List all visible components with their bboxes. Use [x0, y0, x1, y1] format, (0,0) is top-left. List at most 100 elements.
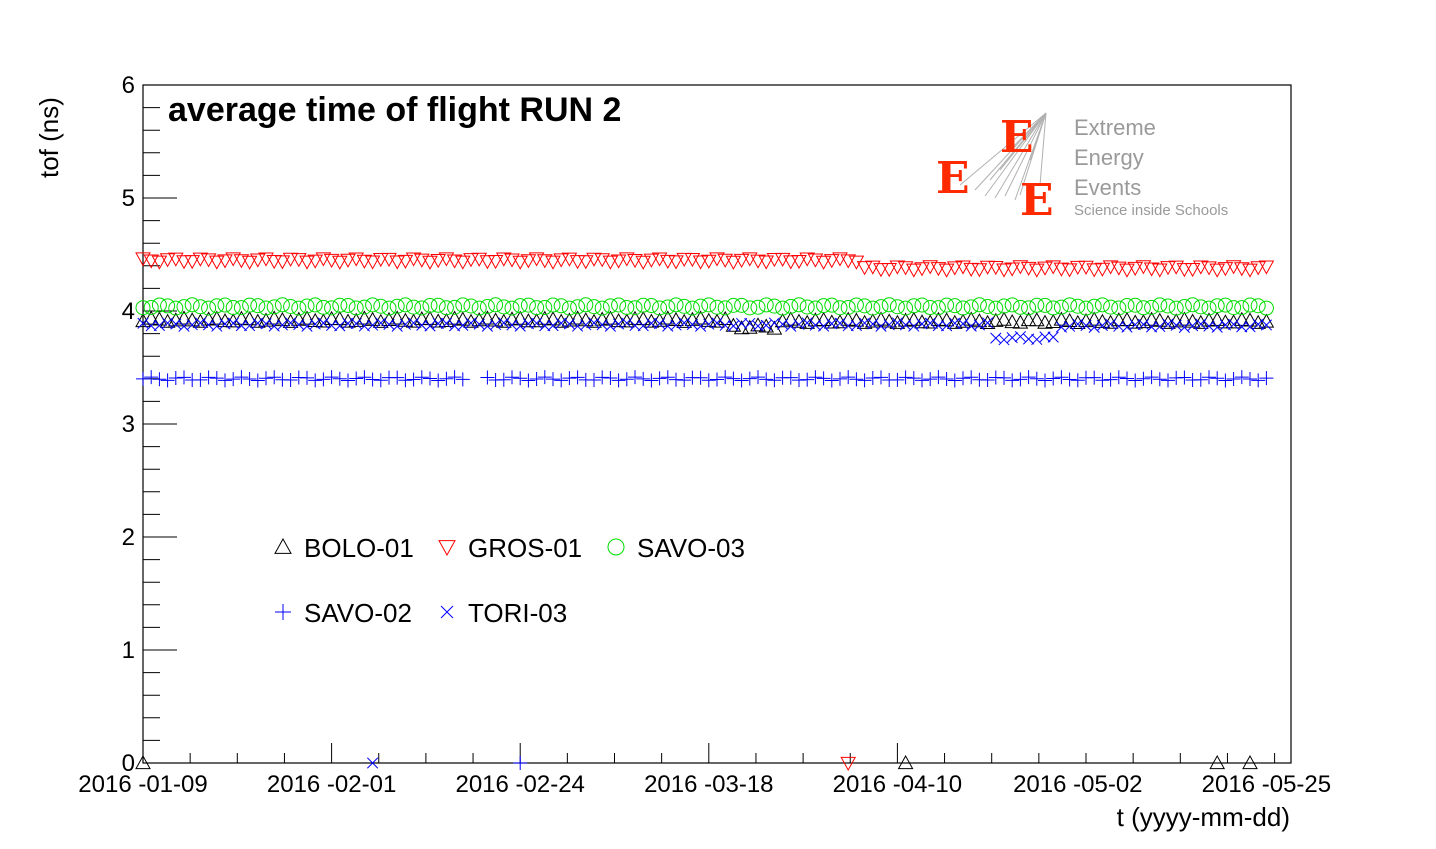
logo-e-right: E: [1020, 175, 1054, 226]
data-point: [291, 300, 307, 316]
data-point: [635, 255, 652, 270]
data-point: [767, 373, 782, 388]
data-point: [996, 263, 1012, 278]
data-point: [406, 372, 421, 387]
data-point: [194, 317, 207, 329]
data-point: [997, 370, 1011, 385]
data-point: [897, 312, 914, 327]
data-point: [727, 320, 740, 332]
data-point: [283, 299, 299, 315]
data-point: [143, 310, 160, 325]
data-point: [414, 300, 430, 316]
data-point: [1046, 371, 1061, 386]
data-point: [334, 320, 346, 332]
data-point: [1086, 298, 1102, 314]
data-point: [498, 317, 510, 329]
data-point: [1176, 311, 1193, 326]
data-point: [939, 371, 954, 386]
data-point: [1004, 262, 1021, 277]
data-point: [151, 297, 167, 313]
data-point: [833, 371, 847, 386]
data-point: [1202, 370, 1216, 385]
data-point: [1119, 263, 1135, 278]
data-point: [990, 332, 1002, 344]
data-point: [1028, 263, 1045, 278]
data-point: [1234, 370, 1249, 385]
data-point: [1063, 320, 1076, 332]
data-point: [1258, 300, 1274, 316]
data-point: [356, 299, 372, 315]
data-point: [258, 300, 274, 316]
data-point: [971, 297, 987, 313]
data-point: [530, 317, 543, 329]
data-point: [144, 370, 159, 385]
data-point: [137, 317, 149, 329]
data-point: [1045, 300, 1061, 316]
data-point: [348, 300, 364, 316]
data-point: [241, 255, 258, 270]
data-point: [1250, 261, 1267, 276]
data-point: [457, 319, 469, 332]
data-point: [955, 260, 971, 275]
x-tick-label: 2016 -04-10: [833, 771, 962, 798]
data-point: [226, 372, 241, 387]
data-point: [1201, 300, 1217, 316]
x-tick-label: 2016 -03-18: [644, 771, 773, 798]
logo-ray: [999, 112, 1047, 171]
data-point: [487, 312, 504, 327]
data-point: [1103, 299, 1119, 315]
data-point: [422, 255, 438, 270]
data-point: [473, 318, 485, 330]
data-point: [733, 253, 750, 268]
data-point: [176, 310, 192, 325]
data-point: [539, 320, 551, 332]
data-point: [1094, 262, 1111, 277]
data-point: [1061, 263, 1078, 278]
data-point: [1119, 297, 1135, 313]
data-point: [1152, 372, 1167, 387]
data-point: [914, 262, 930, 277]
data-point: [726, 371, 741, 386]
data-point: [889, 299, 905, 315]
data-point: [1236, 321, 1248, 333]
data-point: [955, 300, 971, 316]
data-point: [176, 255, 192, 270]
data-point: [243, 320, 256, 332]
eee-logo: E E E Extreme Energy Events Science insi…: [936, 112, 1228, 226]
data-point: [1154, 320, 1166, 333]
data-point: [856, 261, 873, 276]
data-point: [914, 297, 930, 313]
data-point: [488, 297, 504, 313]
data-point: [586, 299, 602, 315]
data-point: [293, 319, 305, 331]
data-point: [678, 317, 690, 329]
data-point: [776, 318, 789, 330]
data-point: [692, 255, 709, 270]
data-point: [307, 297, 323, 313]
data-point-zero: [840, 756, 857, 772]
data-point: [209, 371, 224, 386]
data-point: [1250, 298, 1266, 314]
data-point: [324, 300, 340, 316]
data-point: [643, 298, 659, 314]
x-tick-label: 2016 -01-09: [78, 771, 207, 798]
data-point: [440, 317, 453, 329]
data-point: [561, 300, 577, 316]
data-point: [931, 370, 946, 385]
data-point: [742, 300, 758, 316]
data-point: [160, 373, 175, 388]
data-point: [342, 317, 354, 329]
data-point: [782, 255, 799, 270]
data-point: [817, 320, 830, 332]
data-point: [1038, 373, 1052, 388]
legend-marker-shape: [274, 537, 292, 554]
legend-marker-bolo-01: [274, 537, 292, 554]
data-point: [725, 255, 742, 270]
logo-ray: [1004, 112, 1047, 197]
data-point: [981, 317, 994, 329]
data-point: [710, 372, 724, 387]
logo-line4: Science inside Schools: [1074, 202, 1228, 219]
data-point: [923, 372, 938, 387]
data-point: [996, 298, 1012, 314]
data-point: [815, 255, 832, 270]
